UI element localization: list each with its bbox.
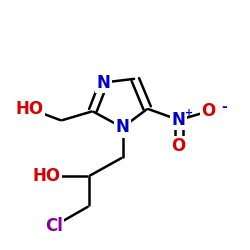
Text: +: + <box>185 108 193 118</box>
Text: N: N <box>116 118 130 136</box>
Text: HO: HO <box>16 100 44 118</box>
Text: O: O <box>202 102 216 120</box>
Text: -: - <box>221 100 226 114</box>
Text: N: N <box>172 111 186 129</box>
Text: HO: HO <box>32 167 60 185</box>
Text: Cl: Cl <box>45 217 63 235</box>
Text: O: O <box>172 137 186 155</box>
Text: N: N <box>97 74 111 92</box>
